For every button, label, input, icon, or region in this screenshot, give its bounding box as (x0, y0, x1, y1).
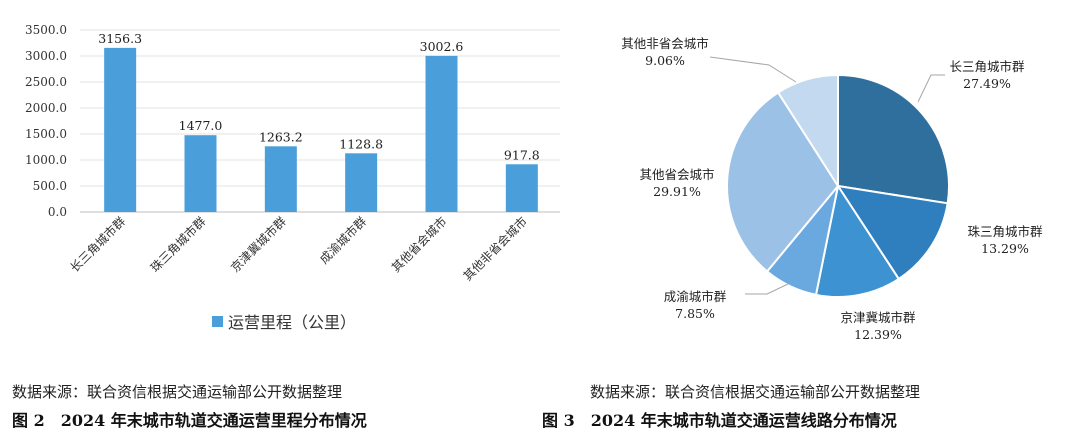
x-tick-label: 京津冀城市群 (227, 214, 289, 276)
slice-label: 其他省会城市 (639, 167, 714, 182)
x-tick-label: 长三角城市群 (67, 214, 129, 276)
source-note-right: 数据来源：联合资信根据交通运输部公开数据整理 (590, 383, 921, 401)
pie-slice (814, 183, 901, 298)
leader-line (745, 283, 789, 295)
slice-percent-label: 27.49% (963, 76, 1011, 91)
x-tick-label: 其他省会城市 (388, 214, 450, 276)
y-tick-label: 2500.0 (25, 75, 67, 89)
bar-value-label: 1128.8 (339, 136, 383, 151)
bar (425, 55, 458, 212)
pie-slice (776, 73, 839, 190)
figure-caption-left: 图 2 2024 年末城市轨道交通运营里程分布情况 (12, 411, 367, 430)
bar (345, 153, 378, 212)
y-tick-label: 3000.0 (25, 49, 67, 63)
y-tick-label: 500.0 (33, 179, 67, 193)
slice-percent-label: 9.06% (645, 53, 685, 68)
slice-percent-label: 12.39% (854, 327, 902, 342)
bar-chart: 0.0 500.0 1000.0 1500.0 2000.0 2500.0 3000.0 35… (25, 23, 560, 332)
bar (184, 135, 217, 212)
slice-percent-label: 29.91% (653, 184, 701, 199)
slice-label: 京津冀城市群 (840, 310, 916, 325)
bar-value-label: 3156.3 (98, 31, 142, 46)
bar-value-label: 917.8 (504, 147, 540, 162)
legend-swatch (212, 316, 223, 327)
x-tick-label: 其他非省会城市 (460, 214, 530, 284)
slice-percent-label: 13.29% (981, 241, 1029, 256)
bar-value-label: 3002.6 (420, 39, 464, 54)
source-note-left: 数据来源：联合资信根据交通运输部公开数据整理 (12, 383, 343, 401)
slice-label: 其他非省会城市 (621, 36, 709, 51)
slice-label: 珠三角城市群 (967, 224, 1043, 239)
pie-chart: 长三角城市群 27.49% 珠三角城市群 13.29% 京津冀城市群 12.39% 成渝城市… (621, 36, 1043, 342)
bar-value-label: 1263.2 (259, 129, 303, 144)
y-tick-label: 1500.0 (25, 127, 67, 141)
figure-caption-right: 图 3 2024 年末城市轨道交通运营线路分布情况 (542, 411, 897, 430)
bar (264, 146, 297, 212)
slice-label: 长三角城市群 (949, 59, 1025, 74)
pie-slice (835, 184, 949, 281)
bar (104, 47, 137, 212)
y-tick-label: 1000.0 (25, 153, 67, 167)
legend-label: 运营里程（公里） (228, 313, 356, 332)
leader-line (709, 56, 797, 83)
slice-label: 成渝城市群 (664, 289, 727, 304)
bar (505, 164, 538, 212)
x-tick-label: 珠三角城市群 (147, 214, 209, 276)
pie-slice (837, 73, 950, 205)
pie-slice (726, 91, 840, 273)
x-tick-label: 成渝城市群 (316, 214, 369, 267)
bar-value-label: 1477.0 (179, 118, 223, 133)
y-tick-label: 3500.0 (25, 23, 67, 37)
slice-percent-label: 7.85% (675, 306, 715, 321)
y-tick-label: 0.0 (48, 205, 67, 219)
leader-line (917, 74, 945, 103)
y-tick-label: 2000.0 (25, 101, 67, 115)
